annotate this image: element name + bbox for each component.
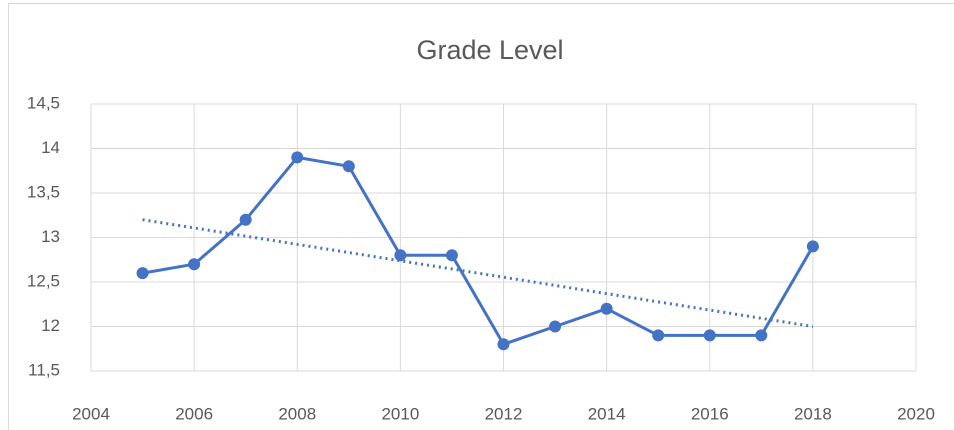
point-marker — [136, 267, 149, 280]
x-tick-label: 2014 — [588, 404, 626, 423]
point-marker — [394, 249, 407, 262]
y-tick-label: 12,5 — [27, 271, 60, 290]
point-marker — [703, 329, 716, 342]
point-marker — [342, 160, 355, 173]
x-tick-label: 2010 — [381, 404, 419, 423]
point-marker — [755, 329, 768, 342]
series-line — [142, 155, 815, 346]
point-marker — [239, 213, 252, 226]
x-tick-label: 2016 — [691, 404, 729, 423]
point-marker — [806, 240, 819, 253]
y-tick-label: 13,5 — [27, 182, 60, 201]
point-marker — [549, 320, 562, 333]
y-tick-label: 13 — [41, 227, 60, 246]
point-marker — [497, 338, 510, 351]
chart-title: Grade Level — [416, 35, 563, 65]
x-tick-label: 2018 — [794, 404, 832, 423]
point-marker — [652, 329, 665, 342]
x-tick-label: 2006 — [175, 404, 213, 423]
point-marker — [291, 151, 304, 164]
point-marker — [600, 302, 613, 315]
y-tick-label: 11,5 — [28, 360, 60, 379]
y-tick-label: 12 — [41, 316, 60, 335]
point-marker — [188, 258, 201, 271]
x-tick-label: 2020 — [897, 404, 935, 423]
x-tick-label: 2008 — [278, 404, 316, 423]
x-tick-label: 2012 — [485, 404, 523, 423]
x-tick-label: 2004 — [72, 404, 110, 423]
y-tick-label: 14 — [41, 138, 60, 157]
chart-frame — [8, 3, 954, 430]
trendline — [142, 218, 814, 328]
point-marker — [445, 249, 458, 262]
y-tick-label: 14,5 — [27, 93, 60, 112]
